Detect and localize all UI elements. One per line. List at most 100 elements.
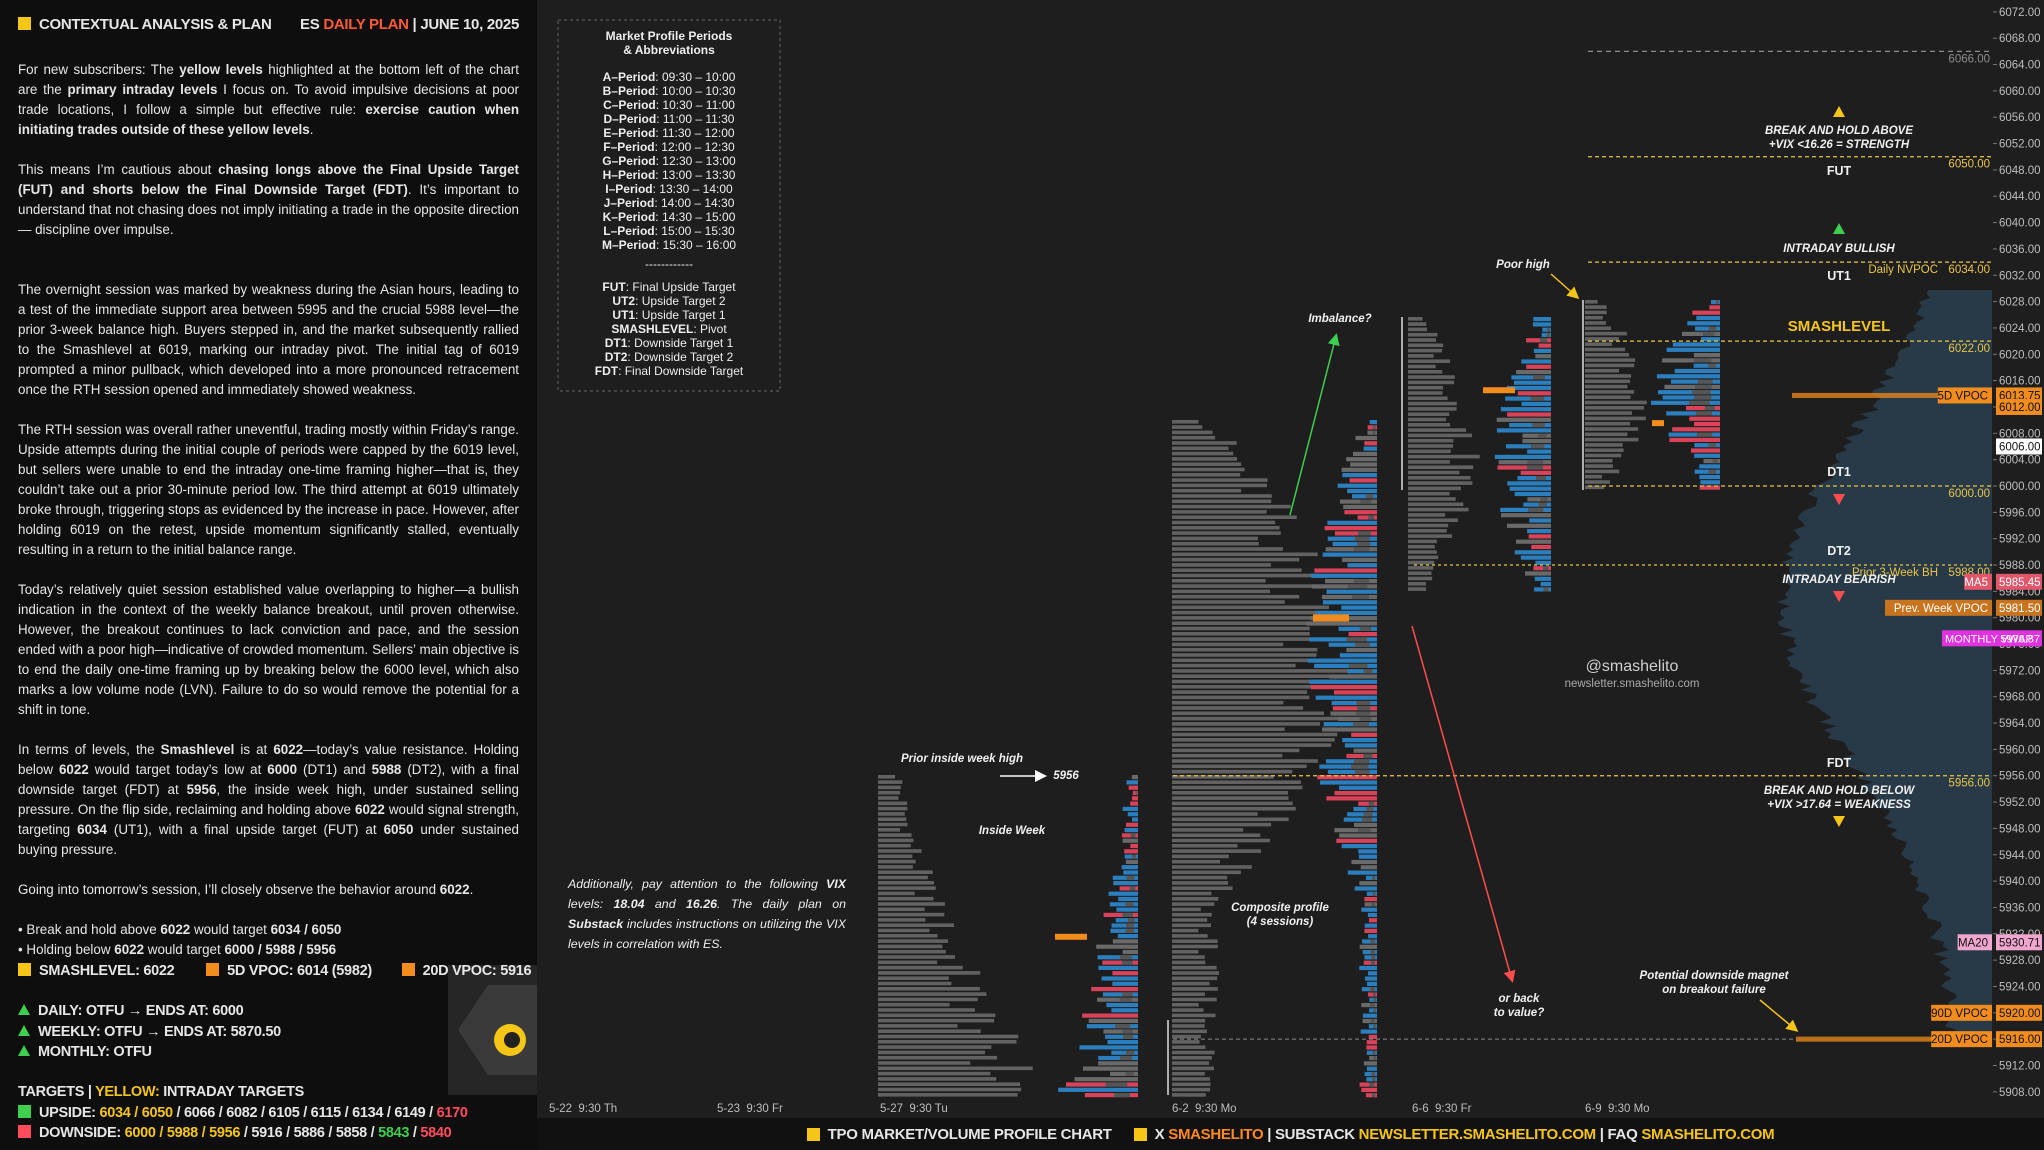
y-tick-label: 5912.00 [1999,1060,2041,1072]
profile-bar [1366,1050,1377,1055]
text-run: YELLOW: [95,1084,160,1100]
profile-bar [1361,907,1377,912]
profile-bar [1526,465,1543,470]
profile-bar [1694,384,1712,389]
tpo-letters [1585,448,1624,452]
y-tick-label: 5956.00 [1999,771,2041,783]
annotation: DT2 [1827,544,1851,558]
profile-bar [1533,566,1551,571]
y-tick-label: 5908.00 [1999,1087,2041,1099]
tpo-letters [1172,626,1310,631]
vpoc-marker [1483,387,1515,394]
legend-key: F–Period [603,140,654,154]
profile-bar [1522,438,1551,444]
tpo-letters [878,955,956,959]
tpo-letters [878,997,978,1002]
y-tick-label: 6000.00 [1999,481,2041,493]
annotation: UT1 [1827,269,1851,283]
profile-bar [1372,891,1376,896]
tpo-letters [1408,428,1466,432]
level-label: 6022.00 [1948,343,1990,355]
profile-bar [1119,886,1138,891]
annotation: Poor high [1496,259,1550,271]
profile-bar [1341,467,1377,472]
tpo-letters [1172,690,1308,694]
tpo-letters [1172,753,1283,758]
profile-bar [1363,1061,1377,1066]
profile-bar [1697,379,1713,384]
tpo-letters [878,902,945,906]
profile-bar [1352,451,1377,456]
icon [18,1105,31,1118]
tpo-letters [1172,928,1199,933]
tpo-letters [1172,992,1205,996]
profile-bar [1110,1071,1138,1076]
profile-bar [1362,939,1377,944]
text-run: Additionally, pay attention to the follo… [568,877,827,891]
tpo-letters [1172,1056,1212,1060]
profile-bar [1535,354,1551,359]
profile-bar [1514,491,1551,497]
tpo-letters [1585,315,1603,320]
legend-text: : Downside Target 2 [627,350,733,364]
time-label: 5-27 9:30 Tu [880,1103,948,1115]
legend-text: : 09:30 – 10:00 [655,70,735,84]
level-name: Prev. Week VPOC [1894,603,1988,615]
profile-bar [1353,806,1377,812]
text-run: 6034 [77,822,107,837]
profile-bar [1322,727,1377,732]
tpo-letters [1585,400,1647,405]
profile-bar [1330,711,1377,716]
level-name: MA5 [1964,577,1988,589]
text-run: primary intraday levels [67,82,218,97]
tpo-letters [1408,491,1450,496]
legend-text: : Final Downside Target [618,364,744,378]
tpo-letters [1408,322,1427,326]
tpo-letters [878,843,911,848]
text-run: would target today’s low at [88,762,268,777]
profile-bar [1353,822,1377,827]
text-run: 6170 [436,1105,468,1121]
tpo-letters [1172,981,1210,986]
profile-bar [1367,992,1377,997]
tpo-letters [1585,384,1628,389]
profile-bar [1364,928,1377,933]
legend-text: : 15:00 – 15:30 [655,224,735,238]
footer-right: X SMASHELITO | SUBSTACK NEWSLETTER.SMASH… [1155,1126,1775,1143]
tpo-letters [878,1066,1033,1071]
legend-key: G–Period [602,154,655,168]
profile-bar [1664,384,1720,389]
tpo-letters [878,1077,997,1081]
tpo-letters [1172,711,1324,716]
level-box [1996,1004,2042,1021]
icon [18,17,31,30]
profile-bar [1365,875,1377,880]
y-tick-label: 5944.00 [1999,850,2041,862]
y-tick-label: 5992.00 [1999,534,2041,546]
profile-bar [1686,406,1720,411]
level-name: Prior 3-Week BH [1852,567,1938,579]
tpo-letters [1408,513,1446,517]
profile-bar [1710,300,1720,305]
tpo-letters [1172,955,1205,959]
y-tick-label: 6008.00 [1999,428,2041,440]
y-tick-label: 6024.00 [1999,323,2041,335]
tpo-letters [1172,944,1218,949]
profile-bar [1506,385,1551,391]
y-tick-label: 6036.00 [1999,244,2041,256]
level-box [1996,573,2042,590]
legend-text: : Pivot [693,322,727,336]
profile-bar [1527,497,1551,502]
legend-text: : 15:30 – 16:00 [656,238,736,252]
profile-bar [1546,332,1550,338]
y-tick-label: 5964.00 [1999,718,2041,730]
profile-bar [1538,343,1551,348]
tpo-letters [1408,534,1453,538]
profile-bar [1699,464,1720,469]
legend-key: E–Period [603,126,655,140]
profile-bar [1370,987,1375,992]
icon [401,963,415,976]
bullet: • Break and hold above 6022 would target… [18,920,519,940]
profile-bar [1079,1045,1138,1050]
legend-key: FDT [595,364,619,378]
